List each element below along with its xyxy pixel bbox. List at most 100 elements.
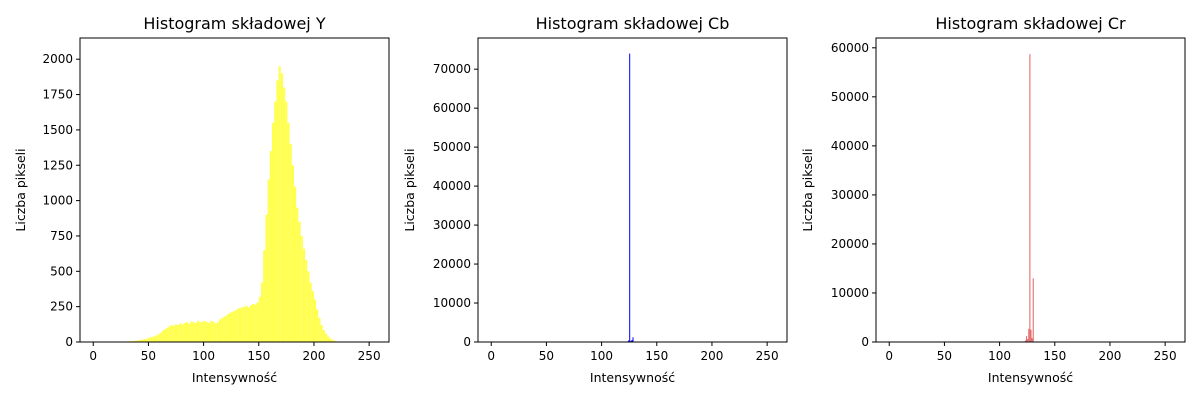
plot-frame [477, 37, 788, 343]
y-axis-label: Liczba pikseli [800, 148, 815, 231]
chart-title: Histogram składowej Cb [536, 14, 730, 33]
y-tick-label: 1500 [42, 123, 73, 137]
histogram-bar [163, 329, 166, 342]
histogram-bar [185, 322, 189, 342]
histogram-bar [269, 151, 272, 342]
histogram-bar [190, 321, 193, 342]
histogram-bar [245, 305, 248, 342]
histogram-bar [172, 325, 175, 342]
histogram-bar [183, 322, 186, 342]
histogram-bar [159, 332, 162, 342]
histogram-bar [322, 329, 325, 342]
x-tick-label: 50 [937, 349, 952, 363]
histogram-bar [629, 53, 631, 343]
histogram-bar [166, 327, 169, 342]
histogram-bar [210, 320, 213, 342]
histogram-bar [1032, 278, 1034, 342]
histogram-bar [234, 310, 237, 342]
bars-group [626, 53, 634, 343]
y-tick-label: 20000 [433, 257, 471, 271]
histogram-bar [278, 66, 281, 342]
histogram-bar [243, 306, 246, 342]
histogram-bar [230, 312, 233, 342]
histogram-bar [146, 338, 149, 342]
plot-frame [79, 37, 390, 343]
y-tick-label: 70000 [433, 62, 471, 76]
histogram-bar [201, 321, 204, 342]
histogram-bar [1031, 338, 1033, 342]
histogram-bar [631, 340, 633, 342]
histogram-bar [152, 336, 155, 342]
histogram-bar [155, 335, 158, 342]
histogram-bar [203, 320, 206, 342]
histogram-bar [179, 323, 182, 342]
histogram-bar [267, 179, 270, 342]
x-axis-label: Intensywność [988, 370, 1073, 385]
histogram-bar [289, 144, 292, 342]
x-axis-label: Intensywność [192, 370, 277, 385]
x-tick-label: 50 [539, 349, 554, 363]
histogram-bar [223, 316, 226, 342]
histogram-bar [318, 317, 321, 342]
x-tick-label: 100 [590, 349, 613, 363]
x-tick-label: 50 [141, 349, 156, 363]
histogram-bar [327, 336, 330, 342]
y-tick-label: 500 [50, 264, 73, 278]
histogram-bar [194, 322, 197, 342]
y-tick-label: 50000 [831, 90, 869, 104]
y-tick-label: 0 [65, 335, 73, 349]
histogram-bar [274, 101, 277, 342]
histogram-bar [305, 259, 308, 342]
x-tick-label: 0 [487, 349, 495, 363]
histogram-bar [311, 291, 314, 342]
histogram-bar [329, 338, 332, 342]
histogram-bar [225, 315, 228, 342]
histogram-bar [139, 339, 142, 342]
histogram-bar [294, 186, 297, 342]
histogram-bar [1030, 329, 1032, 342]
histogram-bar [135, 340, 138, 342]
x-tick-label: 200 [701, 349, 724, 363]
y-tick-label: 30000 [433, 218, 471, 232]
histogram-bar [161, 330, 164, 342]
y-tick-label: 1000 [42, 194, 73, 208]
x-tick-label: 250 [358, 349, 381, 363]
y-tick-label: 1750 [42, 88, 73, 102]
histogram-bar [1029, 54, 1031, 343]
histogram-bar [137, 340, 140, 342]
bars-group [1024, 54, 1034, 343]
histogram-bar [132, 340, 136, 342]
histogram-bar [181, 324, 184, 342]
histogram-bar [316, 309, 319, 342]
histogram-bar [168, 326, 171, 342]
histogram-bar [208, 322, 211, 342]
y-tick-label: 40000 [433, 179, 471, 193]
histogram-bar [258, 296, 261, 342]
histogram-bar [157, 334, 160, 342]
x-tick-label: 100 [988, 349, 1011, 363]
histogram-bar [256, 302, 259, 342]
ticks-group: 0 50 100 150 200 250 0 10000 20000 30000 40000 5000… [831, 41, 1177, 363]
panel-cr-histogram: Histogram składowej Cr 0 50 100 150 200 250 0 1… [800, 14, 1186, 385]
y-tick-label: 20000 [831, 237, 869, 251]
x-tick-label: 0 [885, 349, 893, 363]
x-tick-label: 250 [1154, 349, 1177, 363]
ticks-group: 0 50 100 150 200 250 0 10000 20000 30000 40000 5000… [433, 62, 779, 363]
chart-title: Histogram składowej Y [143, 14, 325, 33]
histogram-bar [1026, 336, 1028, 342]
histogram-bar [300, 235, 303, 342]
y-tick-label: 0 [861, 335, 869, 349]
histogram-bar [285, 101, 288, 342]
histogram-bar [221, 317, 224, 342]
histogram-bar [331, 339, 334, 342]
histogram-bar [216, 322, 219, 342]
histogram-bar [291, 165, 294, 342]
histogram-bar [630, 340, 632, 342]
histogram-bar [199, 322, 202, 342]
y-axis-label: Liczba pikseli [13, 148, 28, 231]
histogram-bar [141, 339, 144, 342]
histogram-bar [247, 307, 250, 342]
histogram-bar [309, 282, 312, 342]
histogram-bar [1024, 340, 1026, 342]
